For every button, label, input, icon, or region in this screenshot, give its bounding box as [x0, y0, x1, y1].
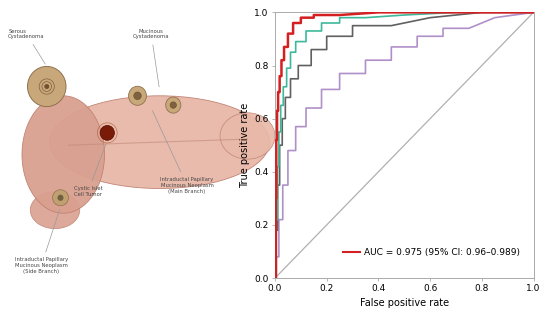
Ellipse shape: [30, 192, 80, 229]
Ellipse shape: [28, 66, 66, 107]
Ellipse shape: [134, 92, 141, 99]
Ellipse shape: [22, 96, 104, 213]
Y-axis label: True positive rate: True positive rate: [240, 103, 250, 188]
Legend: AUC = 0.975 (95% CI: 0.96–0.989): AUC = 0.975 (95% CI: 0.96–0.989): [340, 244, 524, 260]
Ellipse shape: [220, 113, 275, 159]
Text: Intraductal Papillary
Mucinous Neoplasm
(Side Branch): Intraductal Papillary Mucinous Neoplasm …: [15, 210, 68, 274]
Ellipse shape: [53, 190, 69, 206]
Text: Serous
Cystadenoma: Serous Cystadenoma: [8, 29, 45, 64]
Ellipse shape: [100, 125, 114, 140]
Ellipse shape: [129, 86, 146, 105]
Ellipse shape: [58, 195, 64, 201]
Ellipse shape: [50, 96, 270, 188]
X-axis label: False positive rate: False positive rate: [360, 298, 449, 307]
Text: Mucinous
Cystadenoma: Mucinous Cystadenoma: [133, 29, 169, 87]
Ellipse shape: [44, 84, 50, 89]
Text: Intraductal Papillary
Mucinous Neoplasm
(Main Branch): Intraductal Papillary Mucinous Neoplasm …: [152, 111, 213, 194]
Text: Cystic Islet
Cell Tumor: Cystic Islet Cell Tumor: [74, 143, 106, 197]
Ellipse shape: [166, 97, 181, 113]
Ellipse shape: [170, 102, 177, 108]
